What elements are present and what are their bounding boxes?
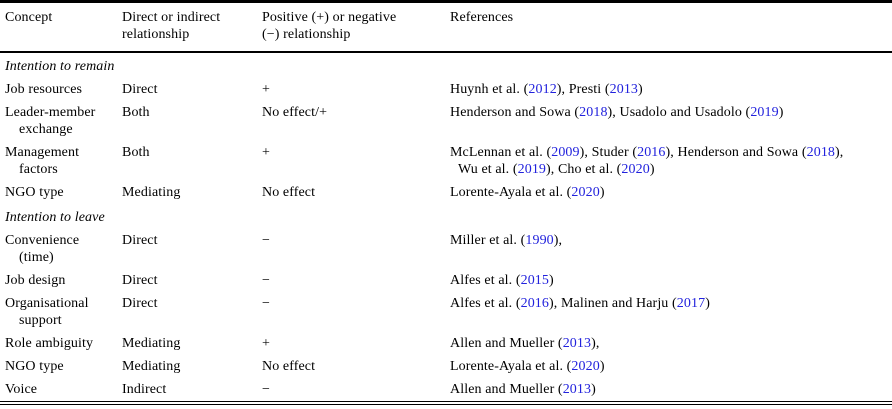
sign-cell: +	[262, 145, 270, 160]
reference-year-link[interactable]: 2009	[551, 145, 580, 160]
reference-year-link[interactable]: 2013	[562, 382, 592, 397]
sign-cell: No effect/+	[262, 105, 328, 120]
relationship-cell: Mediating	[122, 185, 181, 200]
sign-cell: No effect	[262, 185, 316, 200]
relationship-cell: Direct	[122, 273, 158, 288]
concept-cell: NGO type	[5, 359, 64, 374]
table-row: Job resources Direct + Huynh et al. (2012),…	[0, 78, 892, 101]
reference-year-link[interactable]: 2018	[806, 145, 836, 160]
table-row: NGO type Mediating No effect Lorente-Ayala …	[0, 181, 892, 204]
relationship-cell: Mediating	[122, 336, 181, 351]
relationship-cell: Indirect	[122, 382, 167, 397]
references-cell: Lorente-Ayala et al. (2020)	[450, 185, 605, 200]
table-row: Leader-member exchange Both No effect/+ Hend…	[0, 101, 892, 141]
relationship-cell: Both	[122, 105, 150, 120]
table-row: Job design Direct − Alfes et al. (2015)	[0, 269, 892, 292]
sign-cell: −	[262, 382, 270, 397]
references-cell: McLennan et al. (2009), Studer (2016), H…	[450, 145, 844, 177]
reference-year-link[interactable]: 2012	[528, 82, 557, 97]
reference-year-link[interactable]: 2020	[571, 359, 600, 374]
column-header-references: References	[445, 1, 892, 53]
relationship-cell: Direct	[122, 233, 158, 248]
reference-year-link[interactable]: 2020	[621, 162, 650, 177]
section-title: Intention to leave	[5, 210, 105, 225]
table-row: Management factors Both + McLennan et al. (2…	[0, 141, 892, 181]
reference-year-link[interactable]: 2020	[571, 185, 600, 200]
sign-cell: −	[262, 273, 270, 288]
section-row: Intention to remain	[0, 52, 892, 78]
table-body: Intention to remain Job resources Direct + H…	[0, 52, 892, 403]
table-row: NGO type Mediating No effect Lorente-Ayala …	[0, 355, 892, 378]
reference-year-link[interactable]: 2013	[609, 82, 639, 97]
concept-cell: Convenience (time)	[5, 233, 80, 265]
reference-year-link[interactable]: 2013	[562, 336, 592, 351]
references-cell: Lorente-Ayala et al. (2020)	[450, 359, 605, 374]
sign-cell: +	[262, 82, 270, 97]
references-cell: Allen and Mueller (2013)	[450, 382, 596, 397]
references-cell: Alfes et al. (2016), Malinen and Harju (…	[450, 296, 710, 311]
reference-year-link[interactable]: 2018	[579, 105, 608, 120]
relationship-cell: Direct	[122, 82, 158, 97]
reference-year-link[interactable]: 2019	[517, 162, 547, 177]
reference-year-link[interactable]: 1990	[525, 233, 554, 248]
concept-cell: Job design	[5, 273, 66, 288]
column-header-sign: Positive (+) or negative (−) relationshi…	[257, 1, 445, 53]
header-row: Concept Direct or indirect relationship …	[0, 1, 892, 53]
relationship-cell: Both	[122, 145, 150, 160]
column-header-relationship: Direct or indirect relationship	[117, 1, 257, 53]
concept-cell: Job resources	[5, 82, 83, 97]
column-header-concept: Concept	[0, 1, 117, 53]
references-cell: Miller et al. (1990),	[450, 233, 563, 248]
references-cell: Henderson and Sowa (2018), Usadolo and U…	[450, 105, 784, 120]
reference-year-link[interactable]: 2016	[520, 296, 549, 311]
reference-year-link[interactable]: 2015	[520, 273, 549, 288]
concept-cell: Role ambiguity	[5, 336, 94, 351]
table-row: Voice Indirect − Allen and Mueller (2013)	[0, 378, 892, 403]
relationship-cell: Direct	[122, 296, 158, 311]
section-title: Intention to remain	[5, 59, 115, 74]
concept-cell: Leader-member exchange	[5, 105, 96, 137]
concept-cell: Voice	[5, 382, 38, 397]
relationship-cell: Mediating	[122, 359, 181, 374]
references-cell: Alfes et al. (2015)	[450, 273, 554, 288]
reference-year-link[interactable]: 2017	[676, 296, 706, 311]
concept-cell: Management factors	[5, 145, 80, 177]
reference-year-link[interactable]: 2019	[750, 105, 779, 120]
concept-cell: Organisational support	[5, 296, 89, 328]
sign-cell: −	[262, 296, 270, 311]
table-row: Role ambiguity Mediating + Allen and Muelle…	[0, 332, 892, 355]
table-row: Convenience (time) Direct − Miller et al. (1…	[0, 229, 892, 269]
table-row: Organisational support Direct − Alfes et al.…	[0, 292, 892, 332]
sign-cell: +	[262, 336, 270, 351]
table-header: Concept Direct or indirect relationship …	[0, 1, 892, 53]
sign-cell: −	[262, 233, 270, 248]
reference-year-link[interactable]: 2016	[637, 145, 666, 160]
sign-cell: No effect	[262, 359, 316, 374]
concept-cell: NGO type	[5, 185, 64, 200]
section-row: Intention to leave	[0, 204, 892, 229]
references-cell: Allen and Mueller (2013),	[450, 336, 600, 351]
references-cell: Huynh et al. (2012), Presti (2013)	[450, 82, 643, 97]
